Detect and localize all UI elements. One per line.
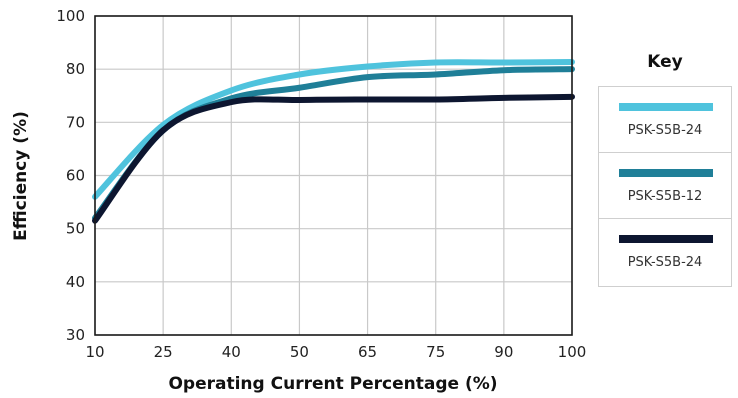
legend-item: PSK-S5B-12: [599, 153, 731, 219]
legend-swatch: [619, 103, 713, 111]
legend-title: Key: [647, 52, 683, 72]
legend-swatch: [619, 169, 713, 177]
x-tick-label: 100: [558, 343, 587, 361]
y-tick-label: 80: [66, 60, 85, 78]
x-tick-label: 90: [494, 343, 513, 361]
y-axis-ticks: 30 40 50 60 70 80 100: [56, 7, 85, 344]
x-tick-label: 25: [154, 343, 173, 361]
legend: PSK-S5B-24 PSK-S5B-12 PSK-S5B-24: [598, 86, 732, 287]
x-axis-ticks: 10 25 40 50 65 75 90 100: [85, 343, 586, 361]
x-axis-title: Operating Current Percentage (%): [168, 374, 497, 394]
x-tick-label: 65: [358, 343, 377, 361]
legend-label: PSK-S5B-24: [627, 123, 703, 138]
y-tick-label: 100: [56, 7, 85, 25]
y-tick-label: 60: [66, 167, 85, 185]
y-tick-label: 40: [66, 273, 85, 291]
y-axis-title: Efficiency (%): [11, 111, 31, 241]
series-line-2: [92, 66, 575, 222]
x-tick-label: 40: [222, 343, 241, 361]
legend-item: PSK-S5B-24: [599, 87, 731, 153]
y-tick-label: 70: [66, 113, 85, 131]
x-tick-label: 10: [85, 343, 104, 361]
legend-label: PSK-S5B-24: [627, 255, 703, 270]
y-tick-label: 50: [66, 220, 85, 238]
series-lines: [92, 58, 575, 224]
legend-swatch: [619, 235, 713, 243]
y-tick-label: 30: [66, 326, 85, 344]
series-line-1: [92, 58, 575, 200]
legend-label: PSK-S5B-12: [627, 189, 703, 204]
plot-frame: [94, 15, 573, 336]
x-tick-label: 50: [290, 343, 309, 361]
series-line-3: [92, 93, 575, 224]
legend-item: PSK-S5B-24: [599, 219, 731, 285]
x-tick-label: 75: [426, 343, 445, 361]
